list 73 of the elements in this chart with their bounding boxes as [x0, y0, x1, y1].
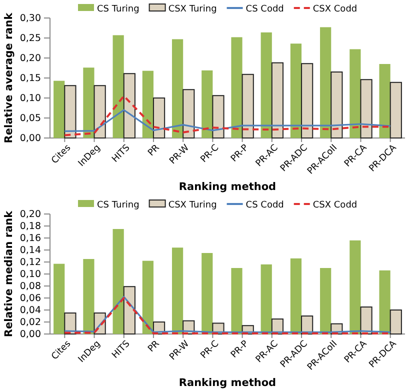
- bar: [320, 27, 332, 138]
- bar: [83, 259, 94, 334]
- y-tick-label: 0,12: [20, 257, 41, 268]
- bar: [360, 306, 372, 334]
- bar: [290, 44, 302, 138]
- bar: [260, 264, 272, 334]
- x-tick-label: PR: [146, 143, 162, 158]
- x-axis-title: Ranking method: [178, 181, 276, 193]
- legend-label: CS Turing: [97, 4, 140, 14]
- bar: [350, 240, 361, 334]
- bar: [330, 72, 343, 138]
- bar: [212, 95, 224, 138]
- bar: [142, 70, 154, 138]
- bar: [83, 68, 94, 138]
- bar: [123, 73, 136, 138]
- bar: [123, 286, 136, 334]
- y-tick-label: 0,04: [20, 305, 41, 316]
- y-tick-label: 0,10: [20, 269, 41, 280]
- bar: [202, 70, 213, 138]
- y-tick-label: 0,06: [20, 293, 41, 304]
- bar: [390, 82, 402, 138]
- legend-label: CSX Codd: [312, 4, 358, 14]
- bar: [360, 79, 372, 138]
- y-axis-title: Relative median rank: [3, 210, 15, 338]
- legend-label: CS Codd: [246, 4, 284, 14]
- y-tick-label: 0,02: [20, 317, 41, 328]
- y-tick-label: 0,20: [20, 209, 41, 220]
- bar: [182, 89, 195, 138]
- bar: [94, 85, 106, 138]
- y-axis-title: Relative average rank: [3, 12, 15, 144]
- y-tick-label: 0,00: [20, 329, 41, 340]
- legend-label: CS Codd: [246, 200, 284, 210]
- bar: [54, 80, 65, 138]
- y-tick-label: 0,15: [20, 73, 41, 84]
- y-tick-label: 0,00: [20, 133, 41, 144]
- legend-label: CS Turing: [97, 200, 140, 210]
- bar: [231, 268, 242, 334]
- bar: [202, 253, 213, 334]
- bar: [379, 64, 390, 138]
- bar: [379, 270, 390, 334]
- y-tick-label: 0,30: [20, 13, 41, 24]
- bar: [231, 37, 242, 138]
- x-axis-title: Ranking method: [178, 377, 276, 389]
- bar: [242, 74, 254, 138]
- legend-label: CSX Codd: [312, 200, 358, 210]
- bar: [152, 98, 166, 138]
- bar: [142, 260, 154, 334]
- bar: [271, 62, 284, 138]
- bar: [260, 32, 272, 138]
- bar: [320, 268, 332, 334]
- line-series: [64, 95, 392, 136]
- bar: [172, 248, 184, 334]
- y-tick-label: 0,05: [20, 113, 41, 124]
- y-tick-label: 0,08: [20, 281, 41, 292]
- x-tick-label: PR: [146, 339, 162, 354]
- bar: [112, 229, 124, 334]
- bar: [54, 264, 65, 334]
- y-tick-label: 0,18: [20, 221, 41, 232]
- bar: [64, 85, 76, 138]
- bar: [350, 49, 361, 138]
- y-tick-label: 0,25: [20, 33, 41, 44]
- line-series: [64, 109, 392, 132]
- bar: [301, 63, 314, 138]
- bar: [390, 310, 402, 334]
- bar: [172, 39, 184, 138]
- y-tick-label: 0,16: [20, 233, 41, 244]
- y-tick-label: 0,20: [20, 53, 41, 64]
- bar: [112, 35, 124, 138]
- legend-label: CSX Turing: [168, 200, 217, 210]
- y-tick-label: 0,14: [20, 245, 41, 256]
- bar: [290, 258, 302, 334]
- y-tick-label: 0,10: [20, 93, 41, 104]
- legend-label: CSX Turing: [168, 4, 217, 14]
